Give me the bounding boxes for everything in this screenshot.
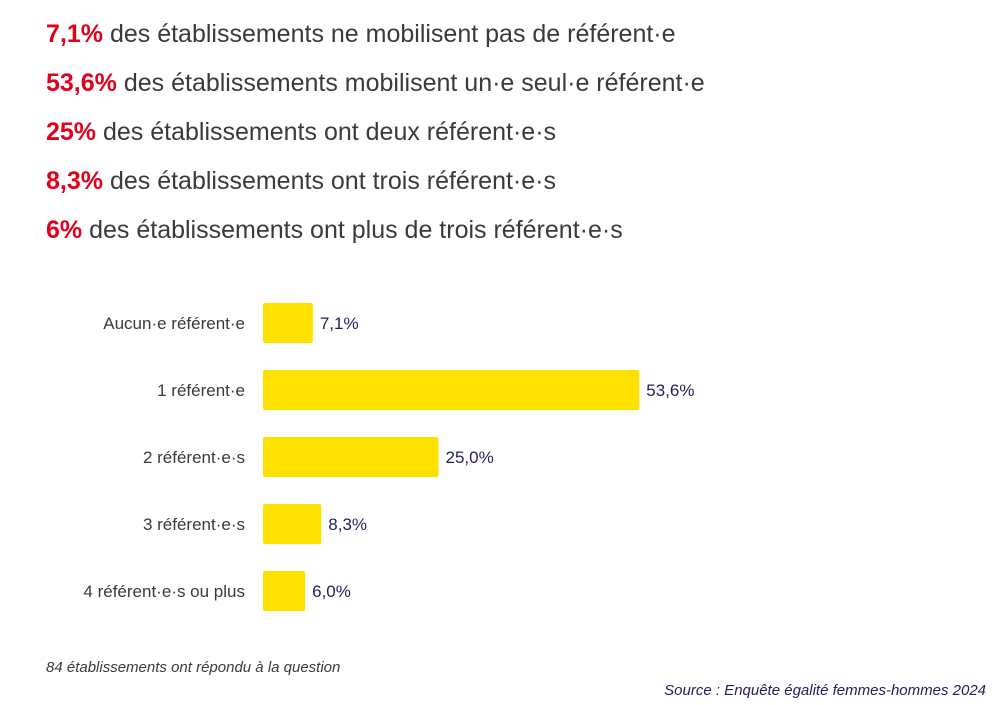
statement-5: 6% des établissements ont plus de trois … <box>46 218 705 243</box>
statement-text: des établissements mobilisent un·e seul·… <box>123 69 705 97</box>
source-note: Source : Enquête égalité femmes-hommes 2… <box>664 682 986 699</box>
statement-text: des établissements ne mobilisent pas de … <box>109 20 676 48</box>
response-note: 84 établissements ont répondu à la quest… <box>46 659 341 676</box>
statements-list: 7,1% des établissements ne mobilisent pa… <box>46 22 705 267</box>
value-label: 25,0% <box>446 448 494 467</box>
statement-text: des établissements ont deux référent·e·s <box>103 118 557 146</box>
bar <box>263 370 640 410</box>
statement-4: 8,3% des établissements ont trois référe… <box>46 169 705 194</box>
bar <box>263 571 306 611</box>
statement-percent: 7,1% <box>46 20 103 48</box>
category-label: Aucun·e référent·e <box>103 314 245 333</box>
value-label: 53,6% <box>646 381 694 400</box>
statement-percent: 25% <box>46 118 97 146</box>
statement-text: des établissements ont trois référent·e·… <box>109 167 556 195</box>
statement-percent: 53,6% <box>46 69 117 97</box>
value-label: 6,0% <box>312 582 351 601</box>
statement-text: des établissements ont plus de trois réf… <box>89 216 623 244</box>
category-label: 3 référent·e·s <box>143 515 245 534</box>
value-label: 7,1% <box>320 314 359 333</box>
bar <box>263 303 313 343</box>
category-label: 1 référent·e <box>157 381 245 400</box>
statement-2: 53,6% des établissements mobilisent un·e… <box>46 71 705 96</box>
value-label: 8,3% <box>328 515 367 534</box>
category-label: 4 référent·e·s ou plus <box>83 582 245 601</box>
statement-percent: 6% <box>46 216 83 244</box>
bar-chart: Aucun·e référent·e 7,1% 1 référent·e 53,6% 2… <box>83 303 694 611</box>
bar <box>263 504 322 544</box>
category-label: 2 référent·e·s <box>143 448 245 467</box>
statement-1: 7,1% des établissements ne mobilisent pa… <box>46 22 705 47</box>
statement-3: 25% des établissements ont deux référent… <box>46 120 705 145</box>
bar <box>263 437 439 477</box>
statement-percent: 8,3% <box>46 167 103 195</box>
